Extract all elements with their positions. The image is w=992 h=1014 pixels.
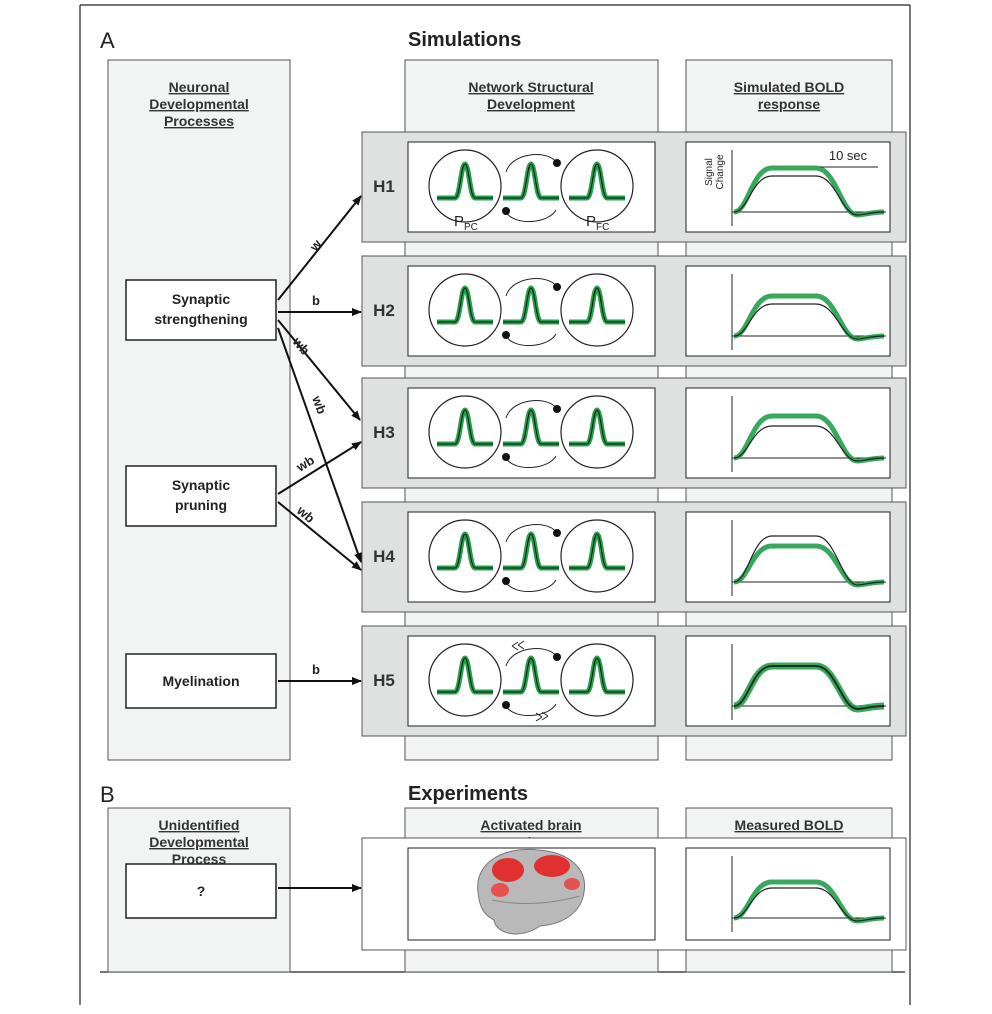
section-title: Experiments — [408, 783, 528, 805]
hypothesis-row: H5 — [362, 626, 906, 736]
node-label-sub: PC — [464, 222, 478, 233]
inner-box — [686, 848, 890, 940]
figure: A Simulations NeuronalDevelopmentalProce… — [0, 0, 992, 1009]
inner-box — [686, 388, 890, 478]
column-header: Measured BOLD — [735, 817, 844, 833]
axis-label: Signal — [704, 158, 715, 186]
connection-dot — [502, 453, 510, 461]
panel-label: B — [100, 782, 115, 807]
axis-label: Change — [715, 154, 726, 189]
column-header: Development — [487, 96, 575, 112]
connection-dot — [553, 283, 561, 291]
section-title: Simulations — [408, 29, 521, 51]
arrow-label: wb — [309, 393, 330, 416]
node-label-main: P — [586, 213, 596, 230]
process-label: strengthening — [154, 311, 247, 327]
node-label-sub: FC — [596, 222, 609, 233]
connection-dot — [502, 207, 510, 215]
inner-box — [686, 636, 890, 726]
connection-dot — [553, 529, 561, 537]
hypothesis-row: H2 — [362, 256, 906, 366]
column-header: Developmental — [149, 96, 249, 112]
column-header: Neuronal — [169, 79, 230, 95]
process-label: Synaptic — [172, 291, 231, 307]
connection-dot — [553, 159, 561, 167]
column-header: response — [758, 96, 820, 112]
connection-dot — [553, 653, 561, 661]
column-header: Activated brain — [480, 817, 581, 833]
hypothesis-label: H3 — [373, 423, 395, 442]
connection-dot — [553, 405, 561, 413]
arrow-label: b — [312, 662, 320, 677]
column-header: Simulated BOLD — [734, 79, 844, 95]
hypothesis-row: H4 — [362, 502, 906, 612]
panel-label: A — [100, 28, 115, 53]
process-box — [126, 466, 276, 526]
arrow-label: w — [306, 236, 325, 255]
connection-dot — [502, 577, 510, 585]
column-header: Developmental — [149, 834, 249, 850]
column-header: Network Structural — [468, 79, 593, 95]
hypothesis-label: H1 — [373, 177, 395, 196]
process-label: ? — [197, 883, 206, 899]
scale-label: 10 sec — [829, 148, 868, 163]
column-header: Processes — [164, 113, 234, 129]
node-label-main: P — [454, 213, 464, 230]
connection-dot — [502, 701, 510, 709]
process-box — [126, 280, 276, 340]
hypothesis-label: H5 — [373, 671, 395, 690]
process-label: pruning — [175, 497, 227, 513]
hypothesis-row: H3 — [362, 378, 906, 488]
process-label: Synaptic — [172, 477, 231, 493]
arrow-label: b — [312, 293, 320, 308]
inner-box — [686, 512, 890, 602]
connection-dot — [502, 331, 510, 339]
hypothesis-label: H2 — [373, 301, 395, 320]
column-header: Unidentified — [159, 817, 240, 833]
arrow-label: wb — [293, 502, 317, 526]
process-label: Myelination — [162, 673, 239, 689]
inner-box — [686, 266, 890, 356]
hypothesis-label: H4 — [373, 547, 395, 566]
